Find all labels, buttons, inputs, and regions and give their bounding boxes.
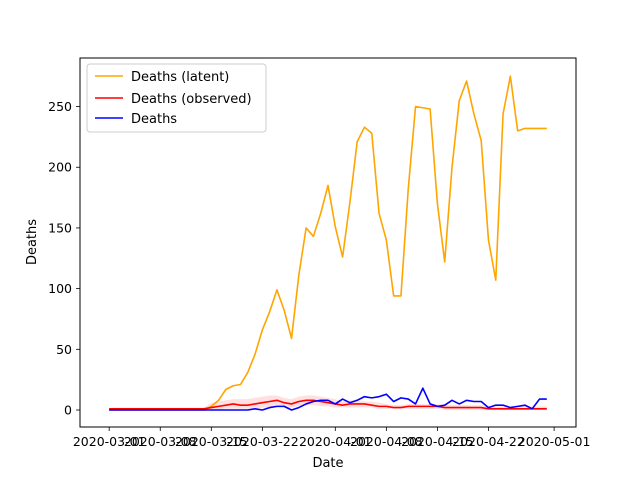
x-tick-label: 2020-04-01	[299, 434, 372, 449]
plot-area	[109, 75, 547, 411]
x-tick-label: 2020-03-01	[73, 434, 146, 449]
x-axis-label: Date	[312, 456, 343, 471]
y-tick-label: 150	[48, 220, 72, 235]
x-tick-label: 2020-04-15	[401, 434, 474, 449]
x-tick-label: 2020-04-22	[452, 434, 525, 449]
series-line-deaths-observed	[109, 399, 547, 410]
legend-label-deaths-latent: Deaths (latent)	[131, 70, 229, 85]
legend-label-deaths: Deaths	[131, 112, 177, 127]
y-axis: 0 50 100 150 200 250	[48, 99, 80, 418]
y-axis-label: Deaths	[25, 219, 40, 265]
x-tick-label: 2020-03-22	[226, 434, 299, 449]
x-axis: 2020-03-012020-03-082020-03-152020-03-22…	[73, 427, 591, 449]
x-tick-label: 2020-04-08	[350, 434, 423, 449]
x-tick-label: 2020-05-01	[518, 434, 591, 449]
legend-box	[86, 63, 267, 133]
x-tick-label: 2020-03-15	[175, 434, 248, 449]
series-line-deaths	[109, 387, 547, 411]
x-tick-label: 2020-03-08	[124, 434, 197, 449]
axes-frame	[79, 57, 577, 428]
y-tick-label: 50	[56, 342, 72, 357]
y-tick-label: 200	[48, 160, 72, 175]
y-tick-label: 100	[48, 281, 72, 296]
y-tick-label: 0	[64, 403, 72, 418]
legend-label-deaths-observed: Deaths (observed)	[131, 92, 252, 107]
legend: Deaths (latent) Deaths (observed) Deaths	[86, 63, 267, 133]
y-tick-label: 250	[48, 99, 72, 114]
